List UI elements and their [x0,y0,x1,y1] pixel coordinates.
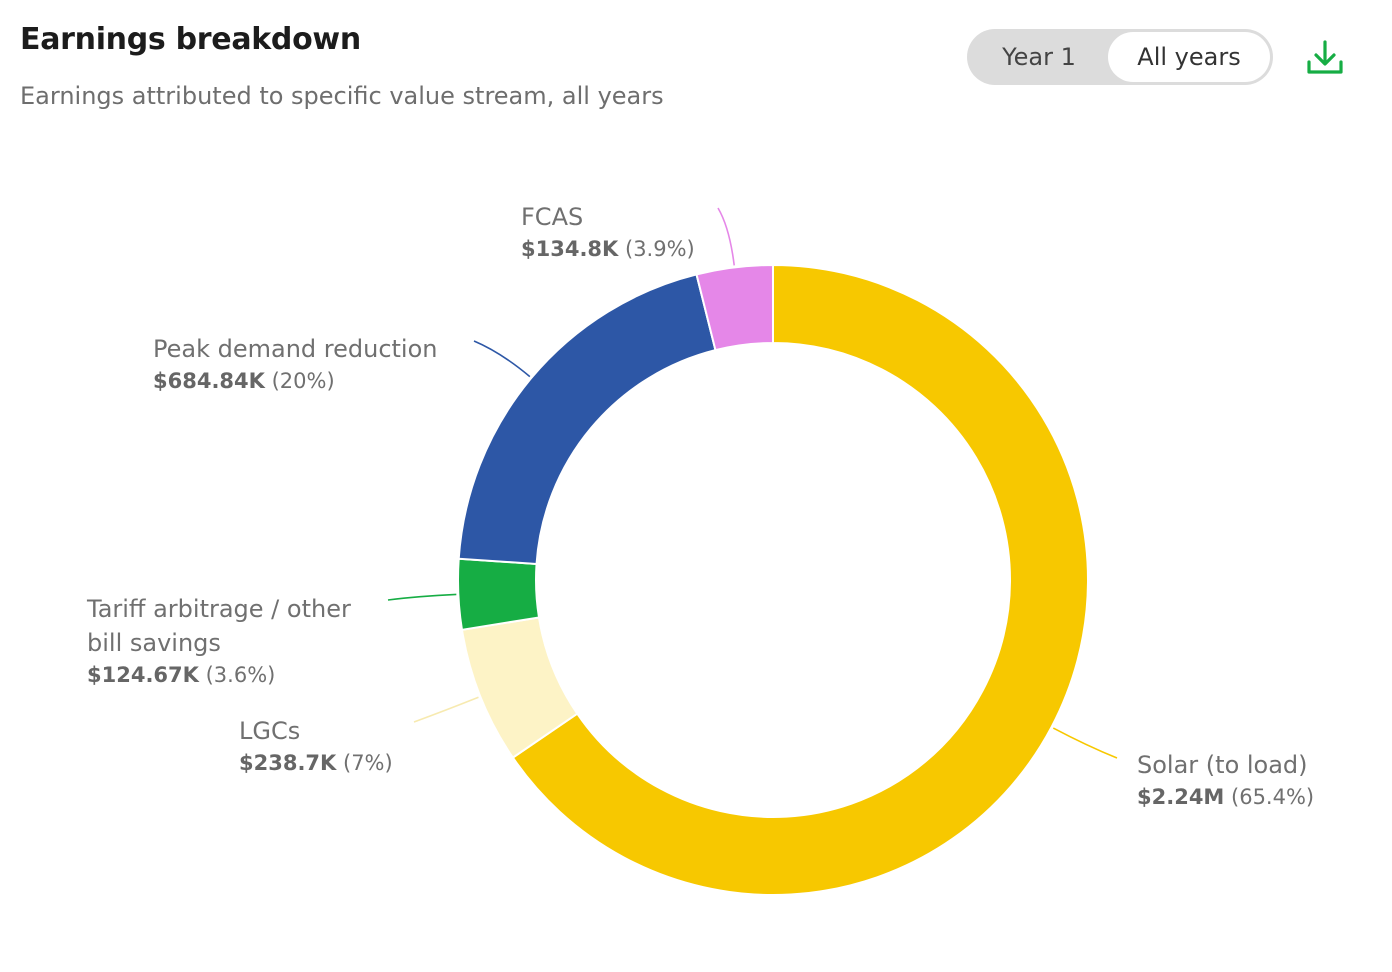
slice-value: $684.84K [153,369,265,393]
slice-label-peak: Peak demand reduction $684.84K (20%) [153,332,438,396]
slice-percent: (3.6%) [205,663,276,687]
slice-tariff[interactable] [457,557,541,631]
toggle-all-years[interactable]: All years [1108,32,1270,82]
slice-peak[interactable] [457,273,717,566]
slice-percent: (65.4%) [1231,785,1315,809]
slice-value: $2.24M [1137,785,1225,809]
chart-title: Earnings breakdown [20,22,361,57]
toggle-year-1[interactable]: Year 1 [1002,43,1076,71]
slice-value-row: $134.8K (3.9%) [521,234,695,264]
slice-value-row: $238.7K (7%) [239,748,393,778]
slice-name: LGCs [239,717,301,745]
slice-name: Solar (to load) [1137,751,1308,779]
slice-percent: (20%) [271,369,335,393]
slice-value: $238.7K [239,751,337,775]
leader-line-tariff [387,593,457,601]
slice-label-fcas: FCAS $134.8K (3.9%) [521,200,695,264]
download-icon[interactable] [1305,39,1345,79]
slice-label-lgcs: LGCs $238.7K (7%) [239,714,393,778]
chart-subtitle: Earnings attributed to specific value st… [20,82,664,110]
slice-value-row: $684.84K (20%) [153,366,438,396]
leader-line-lgcs [413,696,479,723]
leader-line-solar [1052,727,1118,759]
slice-solar[interactable] [511,263,1089,896]
slice-name: Tariff arbitrage / other bill savings [87,595,351,657]
slice-value-row: $2.24M (65.4%) [1137,782,1314,812]
slice-percent: (7%) [343,751,393,775]
slice-percent: (3.9%) [625,237,695,261]
slice-label-tariff: Tariff arbitrage / other bill savings $1… [87,592,387,690]
leader-line-peak [473,340,531,378]
slice-name: Peak demand reduction [153,335,438,363]
download-icon-graphic [1307,40,1343,74]
slice-name: FCAS [521,203,584,231]
period-toggle: Year 1 All years [967,29,1273,85]
leader-line-fcas [717,207,736,266]
slice-value: $124.67K [87,663,199,687]
slice-fcas[interactable] [695,263,774,352]
slice-value-row: $124.67K (3.6%) [87,660,387,690]
slice-label-solar: Solar (to load) $2.24M (65.4%) [1137,748,1314,812]
slice-value: $134.8K [521,237,619,261]
